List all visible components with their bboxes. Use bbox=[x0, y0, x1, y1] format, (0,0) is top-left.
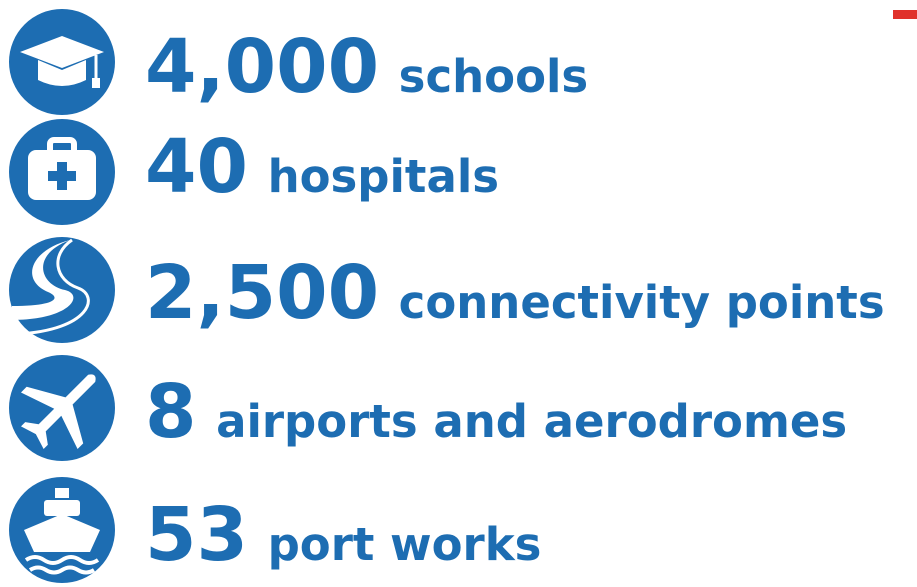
road-icon bbox=[9, 237, 115, 343]
hospital-icon bbox=[9, 119, 115, 225]
number: 2,500 bbox=[145, 250, 379, 336]
ship-icon bbox=[9, 477, 115, 583]
label: hospitals bbox=[268, 150, 499, 203]
number: 8 bbox=[145, 369, 197, 455]
school-icon bbox=[9, 9, 115, 115]
airplane-icon bbox=[9, 355, 115, 461]
red-accent bbox=[893, 10, 917, 19]
row: 40 hospitals bbox=[145, 124, 499, 210]
row: 53 port works bbox=[145, 492, 541, 578]
label: connectivity points bbox=[399, 276, 885, 329]
row: 2,500 connectivity points bbox=[145, 250, 885, 336]
number: 4,000 bbox=[145, 24, 379, 110]
number: 40 bbox=[145, 124, 248, 210]
row: 4,000 schools bbox=[145, 24, 588, 110]
label: schools bbox=[399, 50, 589, 103]
label: port works bbox=[268, 518, 542, 571]
row: 8 airports and aerodromes bbox=[145, 369, 847, 455]
number: 53 bbox=[145, 492, 248, 578]
label: airports and aerodromes bbox=[216, 395, 847, 448]
